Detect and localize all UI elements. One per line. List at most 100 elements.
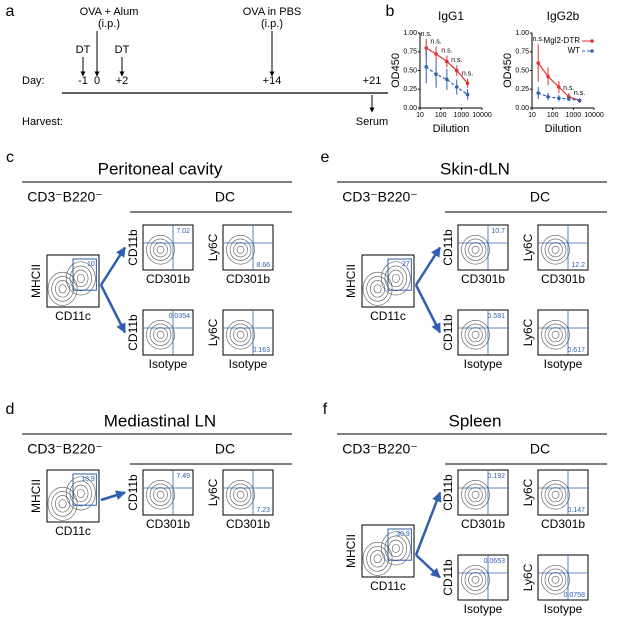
contour [146,235,175,265]
population-label: CD3⁻B220⁻ [342,189,417,205]
y-tick-label: 0.50 [515,67,529,74]
x-axis-label: Dilution [433,123,470,135]
contour [226,480,255,510]
contour [471,330,480,339]
y-tick-label: 1.00 [403,30,417,37]
contour [73,269,89,288]
data-point [445,59,449,64]
legend-label: Mgl2-DTR [544,36,581,45]
contour [229,238,252,261]
contour [73,484,89,503]
panel-label: d [6,401,15,418]
flow-plot [142,469,194,516]
x-tick-label: 10000 [584,112,604,119]
y-tick-label: 0.25 [515,86,529,93]
contour [541,480,570,510]
event-sublabel: (i.p.) [261,18,283,30]
gate [387,258,412,291]
flow-plot [222,309,274,356]
contour [541,235,570,265]
flow-plot [457,224,509,271]
data-point [424,64,429,69]
x-tick-label: 1000 [454,112,470,119]
contour [380,261,411,296]
gate [387,528,412,561]
x-tick-label: 100 [547,112,559,119]
contour [388,269,404,288]
x-axis-label: Isotype [149,357,188,371]
gate-value: 27 [402,261,410,268]
contour [384,535,408,562]
contour [58,284,67,294]
contour [76,273,85,283]
gate-value: 10 [87,261,95,268]
series-line [425,66,468,95]
y-axis-label: CD11b [441,559,455,596]
y-tick-label: 0.50 [403,67,417,74]
y-axis-label: CD11b [126,474,140,511]
gate [72,473,97,506]
data-point [454,85,459,89]
data-point [454,68,459,73]
contour [153,242,168,258]
contour [541,565,570,595]
contour [362,271,393,306]
x-axis-label: CD301b [461,517,505,531]
flow-plot [537,224,589,271]
gate-arrow [414,491,442,556]
contour [370,550,386,568]
contour [551,330,560,339]
flow-plot [222,224,274,271]
day-label: +2 [116,75,129,87]
gate-value: 18.9 [81,476,95,483]
gate-value: 12.2 [571,262,585,269]
contour [229,323,252,346]
contour [544,568,567,591]
data-point [546,74,550,79]
contour [461,480,490,510]
data-point [536,61,541,65]
contour [471,245,480,254]
y-tick-label: 0.75 [403,49,417,56]
gate-value: 0.0354 [169,313,191,320]
contour [461,320,490,350]
flow-plot [222,469,274,516]
contour [461,235,490,265]
flow-plot [142,309,194,356]
contour [156,330,165,339]
y-axis-label: MHCII [344,264,358,298]
y-tick-label: 0.00 [403,105,417,112]
gate-arrow [99,246,127,286]
data-point [557,96,561,101]
contour [384,265,408,292]
contour [233,487,248,503]
gate-value: 0.617 [567,347,585,354]
contour [464,323,487,346]
day-label: +21 [363,75,382,87]
legend-marker [590,49,594,53]
x-axis-label: Isotype [464,602,503,616]
y-axis-label: Ly6C [521,233,535,261]
event-sublabel: (i.p.) [98,18,120,30]
contour [233,242,248,258]
contour [76,488,85,498]
y-axis-label: Ly6C [521,563,535,591]
harvest-label: Serum [356,116,388,128]
contour [471,575,480,584]
contour [468,327,483,343]
data-point [546,94,550,99]
gate-value: 7.49 [176,473,190,480]
gate-arrow [415,554,441,579]
contour [366,276,389,302]
x-axis-label: CD11c [55,309,91,323]
y-tick-label: 1.00 [515,30,529,37]
contour [47,271,78,306]
dc-label: DC [215,441,235,457]
legend-label: WT [568,46,581,55]
panel-title: Mediastinal LN [104,411,216,430]
annotation: n.s. [462,71,473,78]
label: Harvest: [22,116,63,128]
contour [146,320,175,350]
contour [69,265,93,292]
